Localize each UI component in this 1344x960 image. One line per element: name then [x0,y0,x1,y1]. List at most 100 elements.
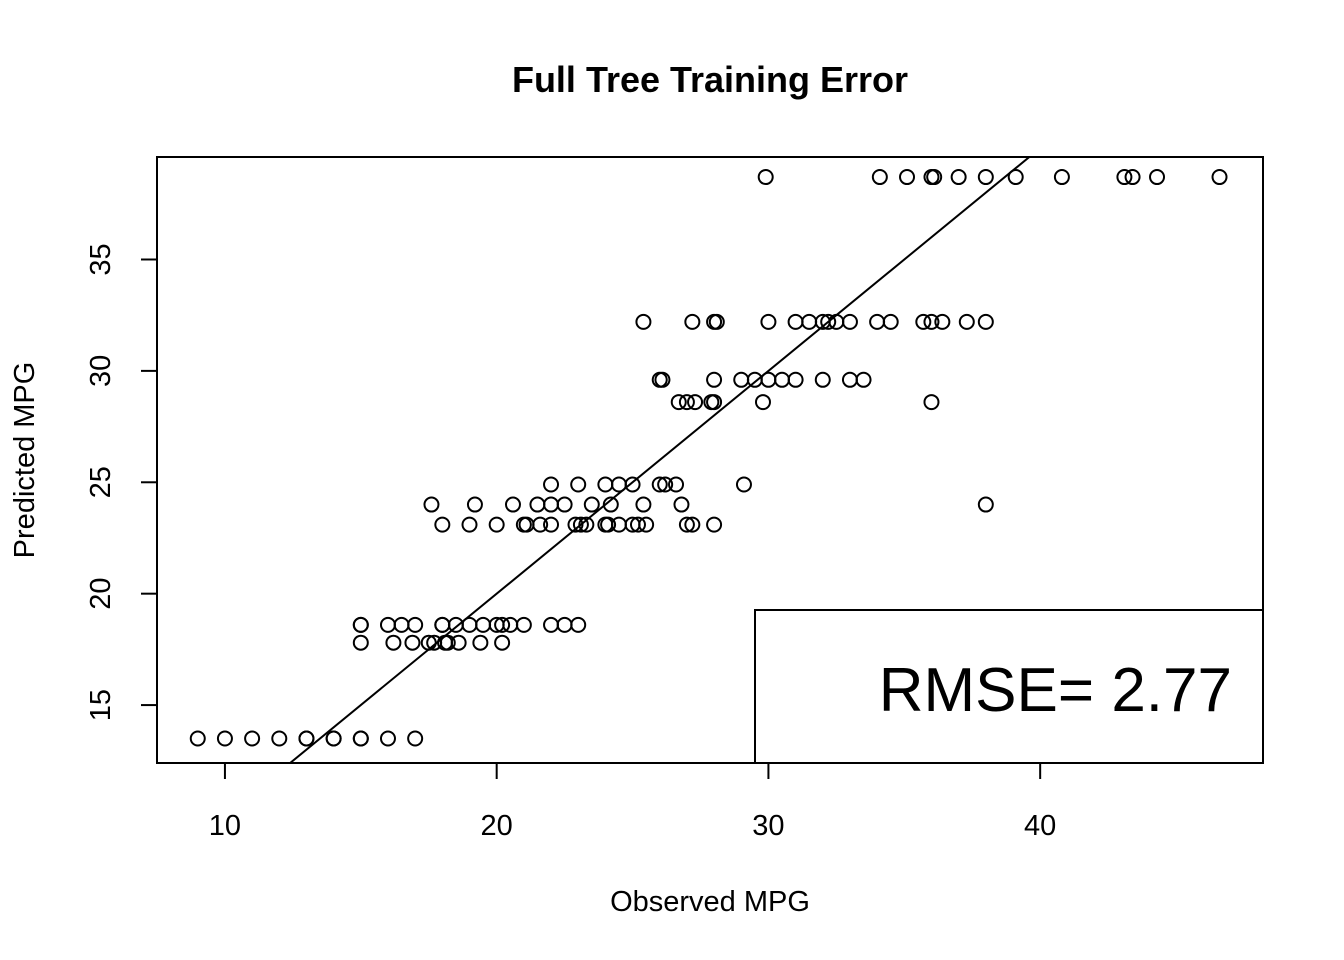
data-point [216,730,233,747]
data-point [610,476,627,493]
legend: RMSE= 2.77 [754,609,1264,764]
data-point [420,634,437,651]
data-point [841,313,858,330]
data-point [950,169,967,186]
data-point [787,371,804,388]
data-point [635,313,652,330]
data-point [515,616,532,633]
x-tick-label: 20 [481,810,513,842]
data-point [673,496,690,513]
data-point [635,496,652,513]
data-point [189,730,206,747]
legend-text: RMSE= 2.77 [879,656,1232,725]
data-point [1124,169,1141,186]
data-point [651,476,668,493]
data-point [385,634,402,651]
data-point [855,371,872,388]
data-point [934,313,951,330]
data-point [684,313,701,330]
data-point [407,616,424,633]
data-point [733,371,750,388]
data-point [352,634,369,651]
data-point [670,394,687,411]
data-point [757,169,774,186]
data-point [706,394,723,411]
data-point [461,516,478,533]
data-point [434,616,451,633]
data-point [423,496,440,513]
data-point [899,169,916,186]
data-point [461,616,478,633]
data-point [684,516,701,533]
data-point [600,516,617,533]
y-tick-label: 25 [85,466,117,498]
data-point [567,516,584,533]
data-point [271,730,288,747]
data-point [958,313,975,330]
reference-line [288,157,1031,763]
data-point [298,730,315,747]
data-point [450,634,467,651]
data-point [657,476,674,493]
data-point [502,616,519,633]
data-point [1116,169,1133,186]
data-point [678,394,695,411]
data-point [923,313,940,330]
y-tick-label: 30 [85,355,117,387]
data-point [583,496,600,513]
data-point [602,496,619,513]
data-point [570,616,587,633]
data-point [629,516,646,533]
data-point [654,371,671,388]
data-point [379,730,396,747]
y-tick-label: 20 [85,578,117,610]
data-point [597,476,614,493]
data-point [532,516,549,533]
data-point [977,496,994,513]
data-point [556,496,573,513]
data-point [882,313,899,330]
data-point [687,394,704,411]
y-axis-title: Predicted MPG [9,362,41,559]
data-point [447,616,464,633]
data-point [1149,169,1166,186]
x-tick-label: 40 [1024,810,1056,842]
data-point [708,313,725,330]
data-point [578,516,595,533]
data-point [624,476,641,493]
data-point [325,730,342,747]
data-point [504,496,521,513]
data-point [668,476,685,493]
legend-box [754,609,1264,764]
data-point [915,313,932,330]
data-point [543,476,560,493]
data-point [735,476,752,493]
data-point [610,516,627,533]
data-point [787,313,804,330]
x-tick-label: 10 [209,810,241,842]
data-point [814,371,831,388]
data-point [871,169,888,186]
data-point [977,169,994,186]
data-point [774,371,791,388]
data-point [760,371,777,388]
data-point [407,730,424,747]
data-point [494,616,511,633]
chart-title: Full Tree Training Error [512,59,908,100]
data-point [1211,169,1228,186]
data-point [820,313,837,330]
data-point [529,496,546,513]
data-point [572,516,589,533]
data-point [434,516,451,533]
data-point [543,516,560,533]
data-point [801,313,818,330]
data-point [760,313,777,330]
data-point [439,634,456,651]
data-point [244,730,261,747]
data-point [379,616,396,633]
data-point [352,616,369,633]
data-point [472,634,489,651]
data-point [475,616,492,633]
data-point [543,616,560,633]
